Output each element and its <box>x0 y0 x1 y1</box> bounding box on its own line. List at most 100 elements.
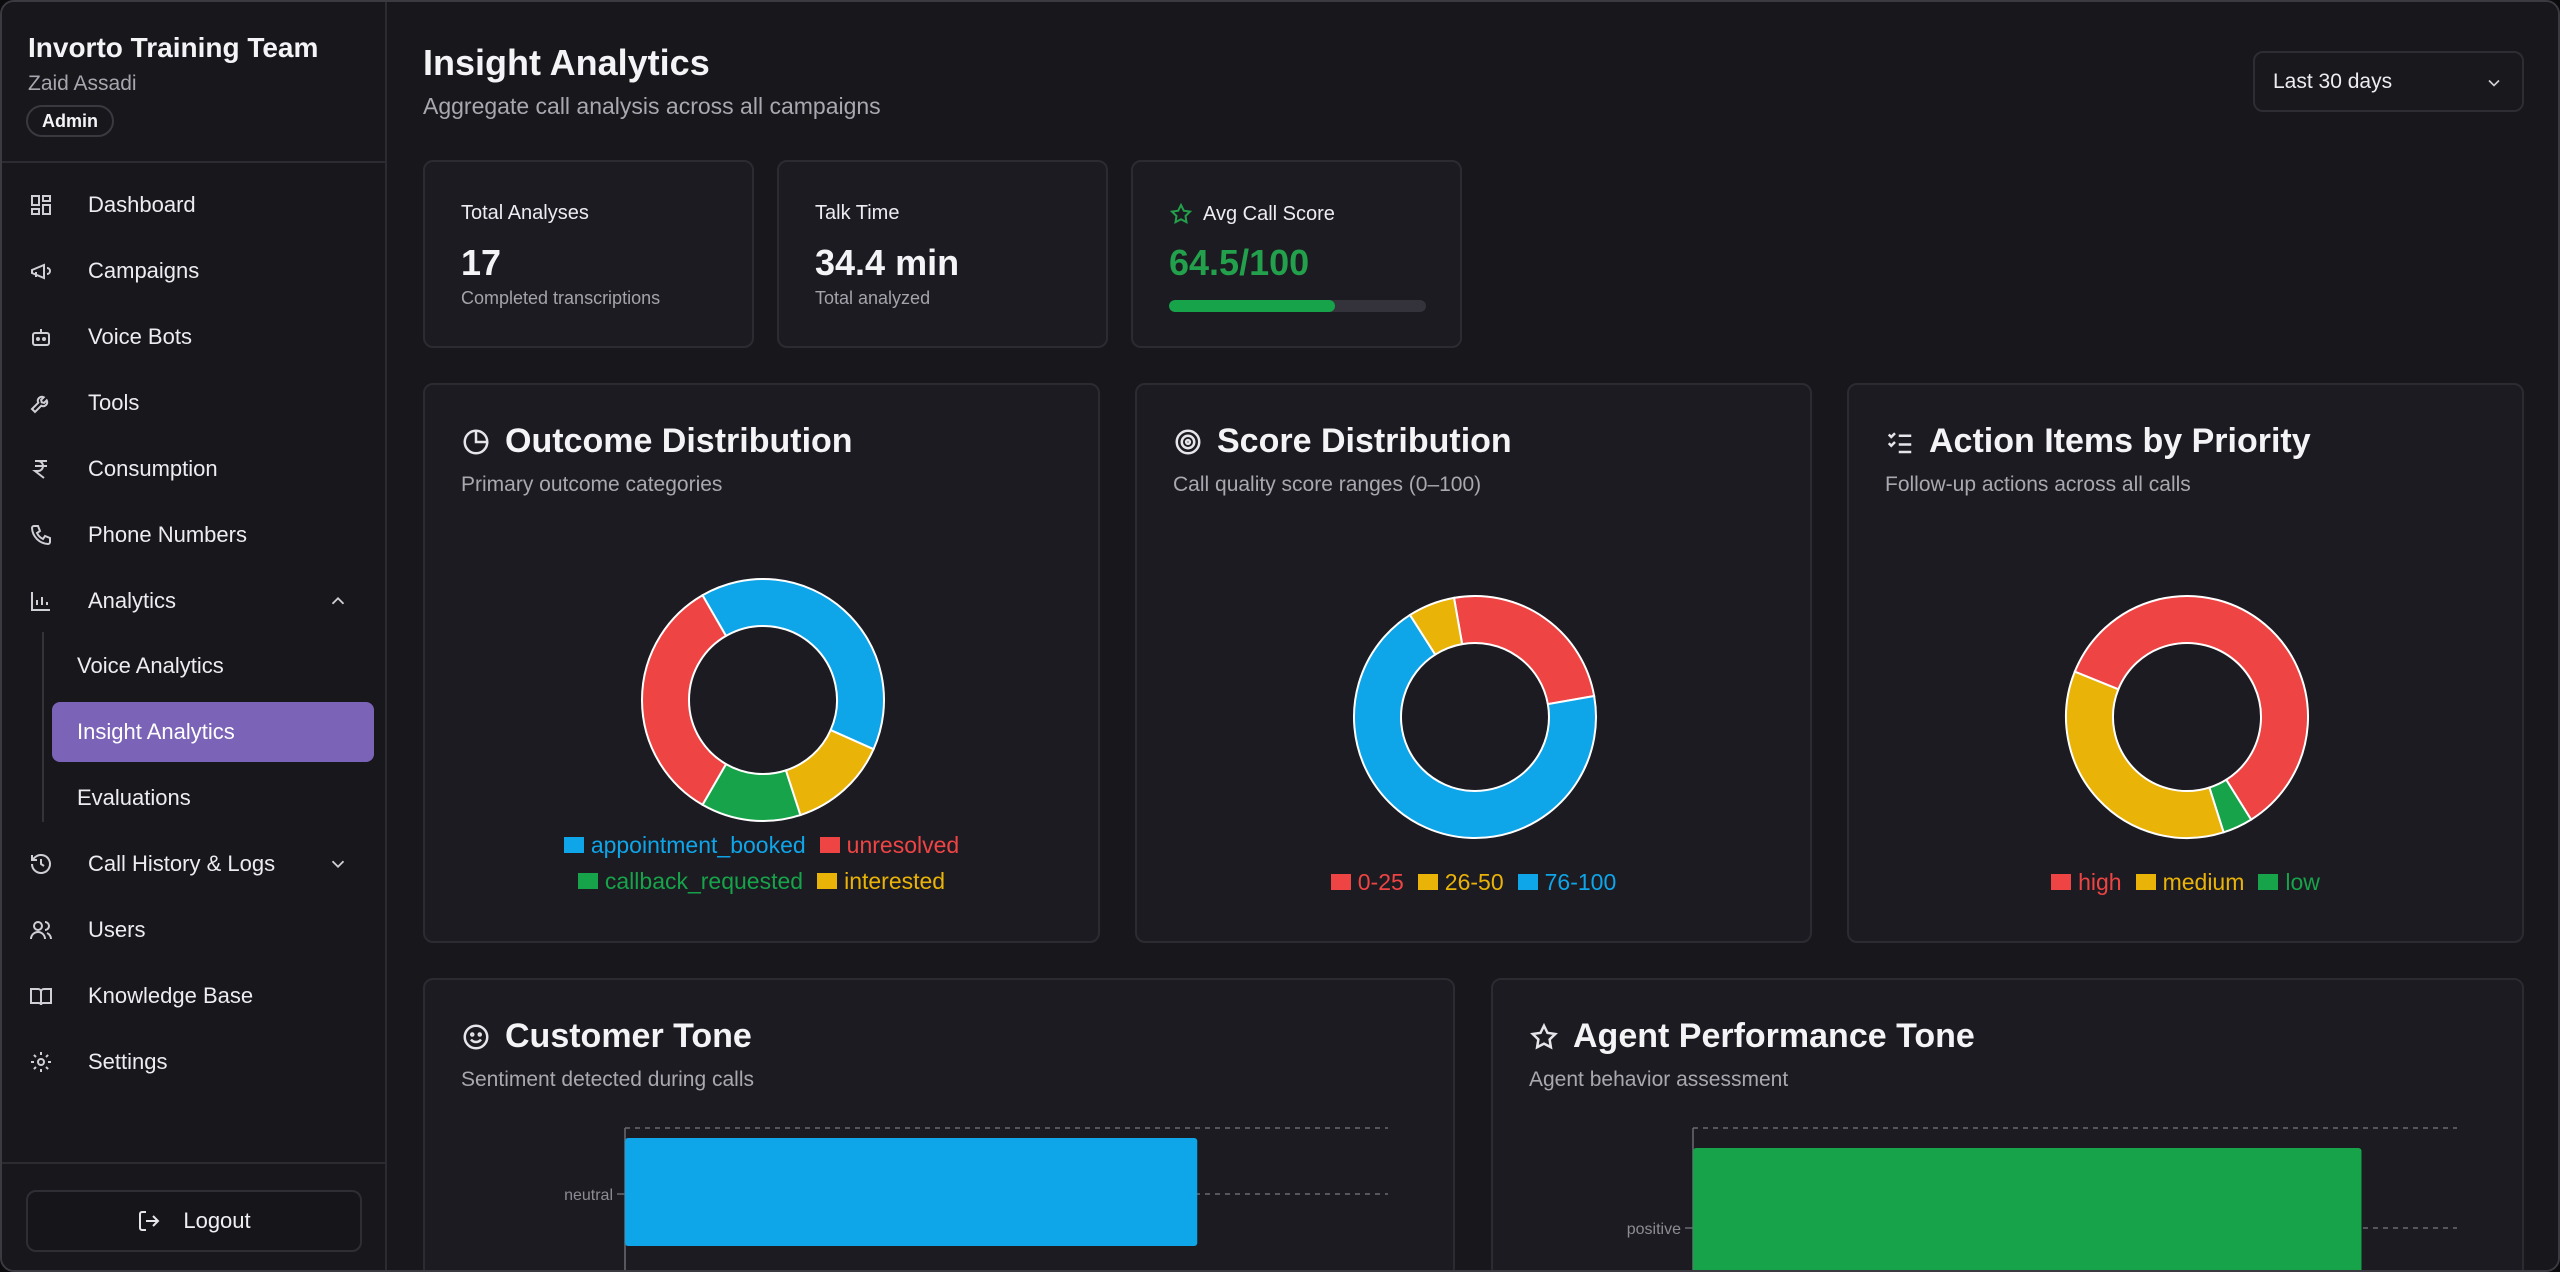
date-range-select[interactable]: Last 30 days <box>2253 51 2524 112</box>
nav-users[interactable]: Users <box>28 904 373 956</box>
nav-campaigns[interactable]: Campaigns <box>28 245 373 297</box>
legend-label: appointment_booked <box>590 831 806 858</box>
donut-slice-unresolved[interactable] <box>641 593 728 807</box>
bar-positive[interactable] <box>1693 1148 2362 1272</box>
legend-item-0-25[interactable]: 0-25 <box>1330 864 1404 900</box>
team-name[interactable]: Invorto Training Team <box>28 32 319 63</box>
page-subtitle: Aggregate call analysis across all campa… <box>423 93 881 119</box>
card-outcome-distribution: Outcome Distribution Primary outcome cat… <box>423 383 1100 943</box>
legend-row: high medium low <box>1849 864 2522 900</box>
nav-label: Consumption <box>88 456 218 481</box>
legend-label: 0-25 <box>1357 868 1404 895</box>
nav-settings[interactable]: Settings <box>28 1036 373 1088</box>
sub-insight-analytics[interactable]: Insight Analytics <box>52 702 374 762</box>
outcome-donut-chart <box>641 578 885 822</box>
donut-slice-medium[interactable] <box>2065 670 2225 839</box>
checklist-icon <box>1885 427 1915 457</box>
nav-analytics[interactable]: Analytics <box>28 575 373 627</box>
card-subtitle: Primary outcome categories <box>461 473 723 496</box>
nav-voice-bots[interactable]: Voice Bots <box>28 311 373 363</box>
donut-slice-76-100[interactable] <box>1353 613 1597 839</box>
target-icon <box>1173 427 1203 457</box>
history-icon <box>28 851 54 877</box>
donut-slice-appointment-booked[interactable] <box>701 578 885 751</box>
legend-label: callback_requested <box>604 867 804 894</box>
donut-slice-high[interactable] <box>2073 595 2309 821</box>
card-score-distribution: Score Distribution Call quality score ra… <box>1135 383 1812 943</box>
stat-value: 64.5/100 <box>1169 242 1310 283</box>
donut-slice-interested[interactable] <box>784 728 875 817</box>
card-title-text: Customer Tone <box>505 1017 752 1055</box>
card-title: Score Distribution <box>1173 422 1512 461</box>
legend-item-low[interactable]: low <box>2258 864 2320 900</box>
card-title: Customer Tone <box>461 1017 752 1056</box>
stat-label: Total Analyses <box>461 202 589 224</box>
org-header: Invorto Training Team Zaid Assadi Admin <box>2 2 385 163</box>
dashboard-icon <box>28 192 54 218</box>
sidebar-footer: Logout <box>2 1162 385 1270</box>
nav-label: Tools <box>88 390 140 415</box>
donut-slice-0-25[interactable] <box>1452 595 1596 706</box>
legend-item-interested[interactable]: interested <box>817 863 945 899</box>
nav-call-history[interactable]: Call History & Logs <box>28 838 373 890</box>
card-title-text: Score Distribution <box>1217 422 1512 460</box>
card-title: Outcome Distribution <box>461 422 853 461</box>
nav-phone-numbers[interactable]: Phone Numbers <box>28 509 373 561</box>
y-tick-label: neutral <box>564 1187 613 1204</box>
card-agent-tone: Agent Performance Tone Agent behavior as… <box>1491 978 2524 1272</box>
sub-label: Evaluations <box>77 785 191 810</box>
legend-row: callback_requested interested <box>425 863 1098 899</box>
sub-evaluations[interactable]: Evaluations <box>52 768 374 828</box>
star-icon <box>1169 202 1193 226</box>
legend-swatch <box>1517 874 1538 890</box>
logout-icon <box>137 1209 161 1233</box>
legend-row: appointment_booked unresolved <box>425 827 1098 863</box>
bar-chart-icon <box>28 588 54 614</box>
legend-label: unresolved <box>846 831 960 858</box>
legend-item-callback-requested[interactable]: callback_requested <box>577 863 804 899</box>
legend-item-unresolved[interactable]: unresolved <box>819 827 960 863</box>
legend-label: 26-50 <box>1444 868 1504 895</box>
legend-swatch <box>563 837 584 853</box>
nav-dashboard[interactable]: Dashboard <box>28 179 373 231</box>
chevron-up-icon <box>327 590 349 618</box>
logout-button[interactable]: Logout <box>26 1190 362 1252</box>
stat-note: Completed transcriptions <box>461 288 661 308</box>
card-subtitle: Follow-up actions across all calls <box>1885 473 2191 496</box>
nav-label: Voice Bots <box>88 324 192 349</box>
action-donut-chart <box>2065 595 2309 839</box>
card-subtitle: Call quality score ranges (0–100) <box>1173 473 1482 496</box>
stat-label-row: Avg Call Score <box>1169 202 1335 226</box>
legend-item-76-100[interactable]: 76-100 <box>1517 864 1617 900</box>
main-content: Insight Analytics Aggregate call analysi… <box>387 2 2558 1272</box>
donut-slice-26-50[interactable] <box>1408 596 1464 656</box>
action-legend: high medium low <box>1849 864 2522 900</box>
logout-label: Logout <box>183 1208 251 1233</box>
card-title-text: Agent Performance Tone <box>1573 1017 1975 1055</box>
chevron-down-icon <box>327 853 349 881</box>
legend-swatch <box>817 873 838 889</box>
bar-neutral[interactable] <box>625 1138 1198 1246</box>
legend-swatch <box>1330 874 1351 890</box>
legend-item-high[interactable]: high <box>2051 864 2122 900</box>
card-subtitle: Sentiment detected during calls <box>461 1068 755 1091</box>
legend-label: 76-100 <box>1544 868 1617 895</box>
sub-voice-analytics[interactable]: Voice Analytics <box>52 636 374 696</box>
nav-tools[interactable]: Tools <box>28 377 373 429</box>
sub-label: Insight Analytics <box>77 719 235 744</box>
star-icon <box>1529 1022 1559 1052</box>
users-icon <box>28 917 54 943</box>
legend-label: low <box>2285 868 2320 895</box>
nav-knowledge-base[interactable]: Knowledge Base <box>28 970 373 1022</box>
legend-item-medium[interactable]: medium <box>2135 864 2244 900</box>
nav-label: Knowledge Base <box>88 983 254 1008</box>
chevron-down-icon <box>2484 73 2504 99</box>
nav-label: Campaigns <box>88 258 200 283</box>
card-subtitle: Agent behavior assessment <box>1529 1068 1789 1091</box>
nav-consumption[interactable]: Consumption <box>28 443 373 495</box>
nav-label: Phone Numbers <box>88 522 247 547</box>
legend-item-26-50[interactable]: 26-50 <box>1417 864 1504 900</box>
legend-item-appointment-booked[interactable]: appointment_booked <box>563 827 806 863</box>
legend-label: interested <box>844 867 946 894</box>
stat-label: Talk Time <box>815 202 900 224</box>
